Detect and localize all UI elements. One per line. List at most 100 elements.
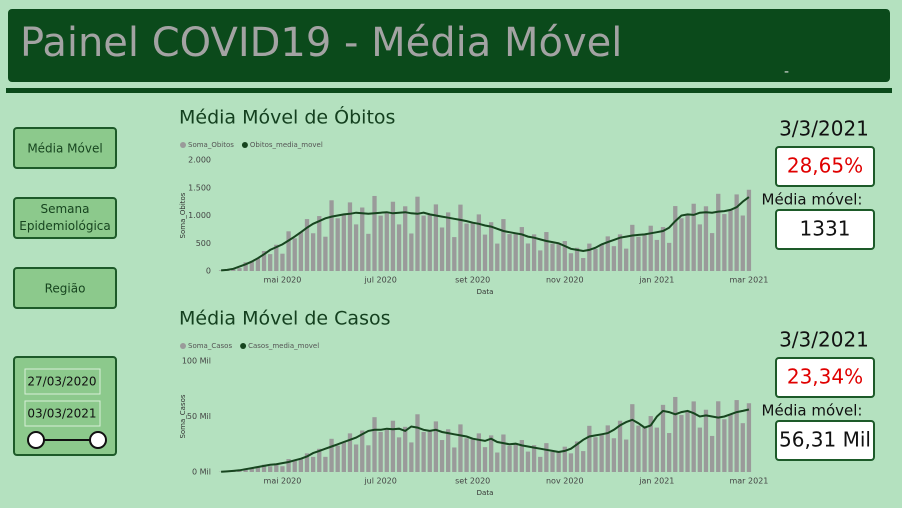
bar	[353, 224, 359, 271]
bar	[341, 214, 346, 271]
chart: Média Móvel de Casos Soma_Casos Casos_medi…	[179, 308, 768, 498]
line	[221, 408, 750, 473]
bar	[611, 438, 617, 472]
header-bar	[8, 9, 890, 82]
bar	[372, 195, 377, 271]
kpi-change: 28,65%	[787, 154, 863, 178]
y-tick-label: 500	[196, 239, 211, 248]
kpi-value: 56,31 Mil	[779, 428, 871, 452]
x-tick-label: mai 2020	[264, 477, 302, 486]
date-filter: 27/03/2020 03/03/2021	[13, 356, 117, 456]
bar	[648, 416, 653, 472]
slider-handle[interactable]	[89, 431, 107, 449]
bar	[292, 238, 297, 271]
bar	[660, 227, 666, 271]
bar	[237, 268, 242, 271]
bar	[666, 433, 672, 472]
bar	[746, 403, 752, 472]
date-input[interactable]	[24, 368, 101, 395]
bar	[550, 243, 555, 271]
bar	[249, 468, 254, 472]
bar	[691, 401, 696, 472]
bar	[654, 427, 660, 472]
bar	[599, 434, 604, 472]
nav-button[interactable]	[13, 197, 117, 239]
date-end[interactable]: 03/03/2021	[27, 407, 96, 421]
bar	[568, 253, 574, 271]
bar	[298, 232, 304, 271]
y-tick-label: 50 Mil	[187, 412, 211, 421]
bar	[317, 448, 322, 472]
bar	[691, 203, 696, 271]
bar	[482, 234, 488, 271]
bar	[421, 215, 426, 271]
bar	[722, 419, 727, 472]
bar	[568, 453, 574, 472]
bar	[458, 424, 463, 472]
bar	[697, 427, 702, 472]
bar	[679, 415, 684, 472]
bar	[458, 204, 463, 271]
kpi-value-box	[775, 209, 875, 250]
bar	[716, 401, 721, 472]
bar	[685, 410, 690, 472]
date-start[interactable]: 27/03/2020	[27, 375, 96, 389]
nav-button-label[interactable]: Média Móvel	[27, 142, 102, 156]
bar	[396, 437, 402, 472]
nav-button-label[interactable]: Região	[45, 282, 86, 296]
bar	[409, 442, 414, 472]
bar	[268, 466, 273, 472]
bar	[722, 214, 727, 271]
bar	[519, 227, 524, 271]
bar	[648, 225, 653, 271]
bar	[280, 466, 285, 472]
nav-button[interactable]	[13, 127, 117, 169]
nav-button[interactable]	[13, 267, 117, 309]
y-tick-label: 0 Mil	[192, 468, 211, 477]
bar	[470, 438, 475, 472]
y-tick-label: 0	[206, 267, 211, 276]
bar	[587, 243, 592, 271]
bar	[581, 258, 586, 271]
bar	[304, 453, 310, 472]
bar	[666, 242, 672, 271]
bar	[630, 404, 635, 472]
bar	[611, 246, 617, 271]
bar	[654, 239, 660, 271]
x-tick-label: set 2020	[455, 276, 490, 285]
legend-marker	[180, 142, 186, 148]
bar	[341, 442, 346, 472]
bar	[274, 244, 279, 271]
bar	[304, 219, 310, 271]
bar	[298, 458, 304, 472]
bar	[243, 262, 248, 271]
kpi-value: 1331	[800, 217, 851, 241]
kpi-date: 3/3/2021	[779, 328, 869, 352]
slider-handle[interactable]	[27, 431, 45, 449]
date-input[interactable]	[24, 400, 101, 427]
legend-label: Casos_media_movel	[248, 342, 319, 350]
bar	[630, 224, 635, 271]
bar	[403, 206, 408, 271]
nav-button-label[interactable]: Semana Epidemiológica	[19, 202, 111, 233]
x-tick-label: jan 2021	[638, 276, 674, 285]
y-tick-label: 100 Mil	[182, 357, 211, 366]
bar	[427, 430, 432, 472]
bar	[353, 444, 359, 472]
bar	[476, 214, 482, 271]
nav-button-wrap[interactable]: Semana Epidemiológica	[14, 198, 116, 238]
bar	[446, 429, 451, 472]
bar	[390, 420, 396, 472]
bar	[433, 204, 439, 271]
bar	[679, 218, 684, 271]
bar	[507, 234, 512, 271]
y-tick-label: 1.000	[188, 211, 211, 220]
bar	[519, 440, 524, 472]
bar	[734, 194, 739, 271]
kpi-label: Média móvel:	[762, 402, 863, 420]
x-tick-label: set 2020	[455, 477, 490, 486]
bar	[624, 439, 629, 472]
bar	[255, 467, 261, 472]
bar	[384, 428, 389, 472]
